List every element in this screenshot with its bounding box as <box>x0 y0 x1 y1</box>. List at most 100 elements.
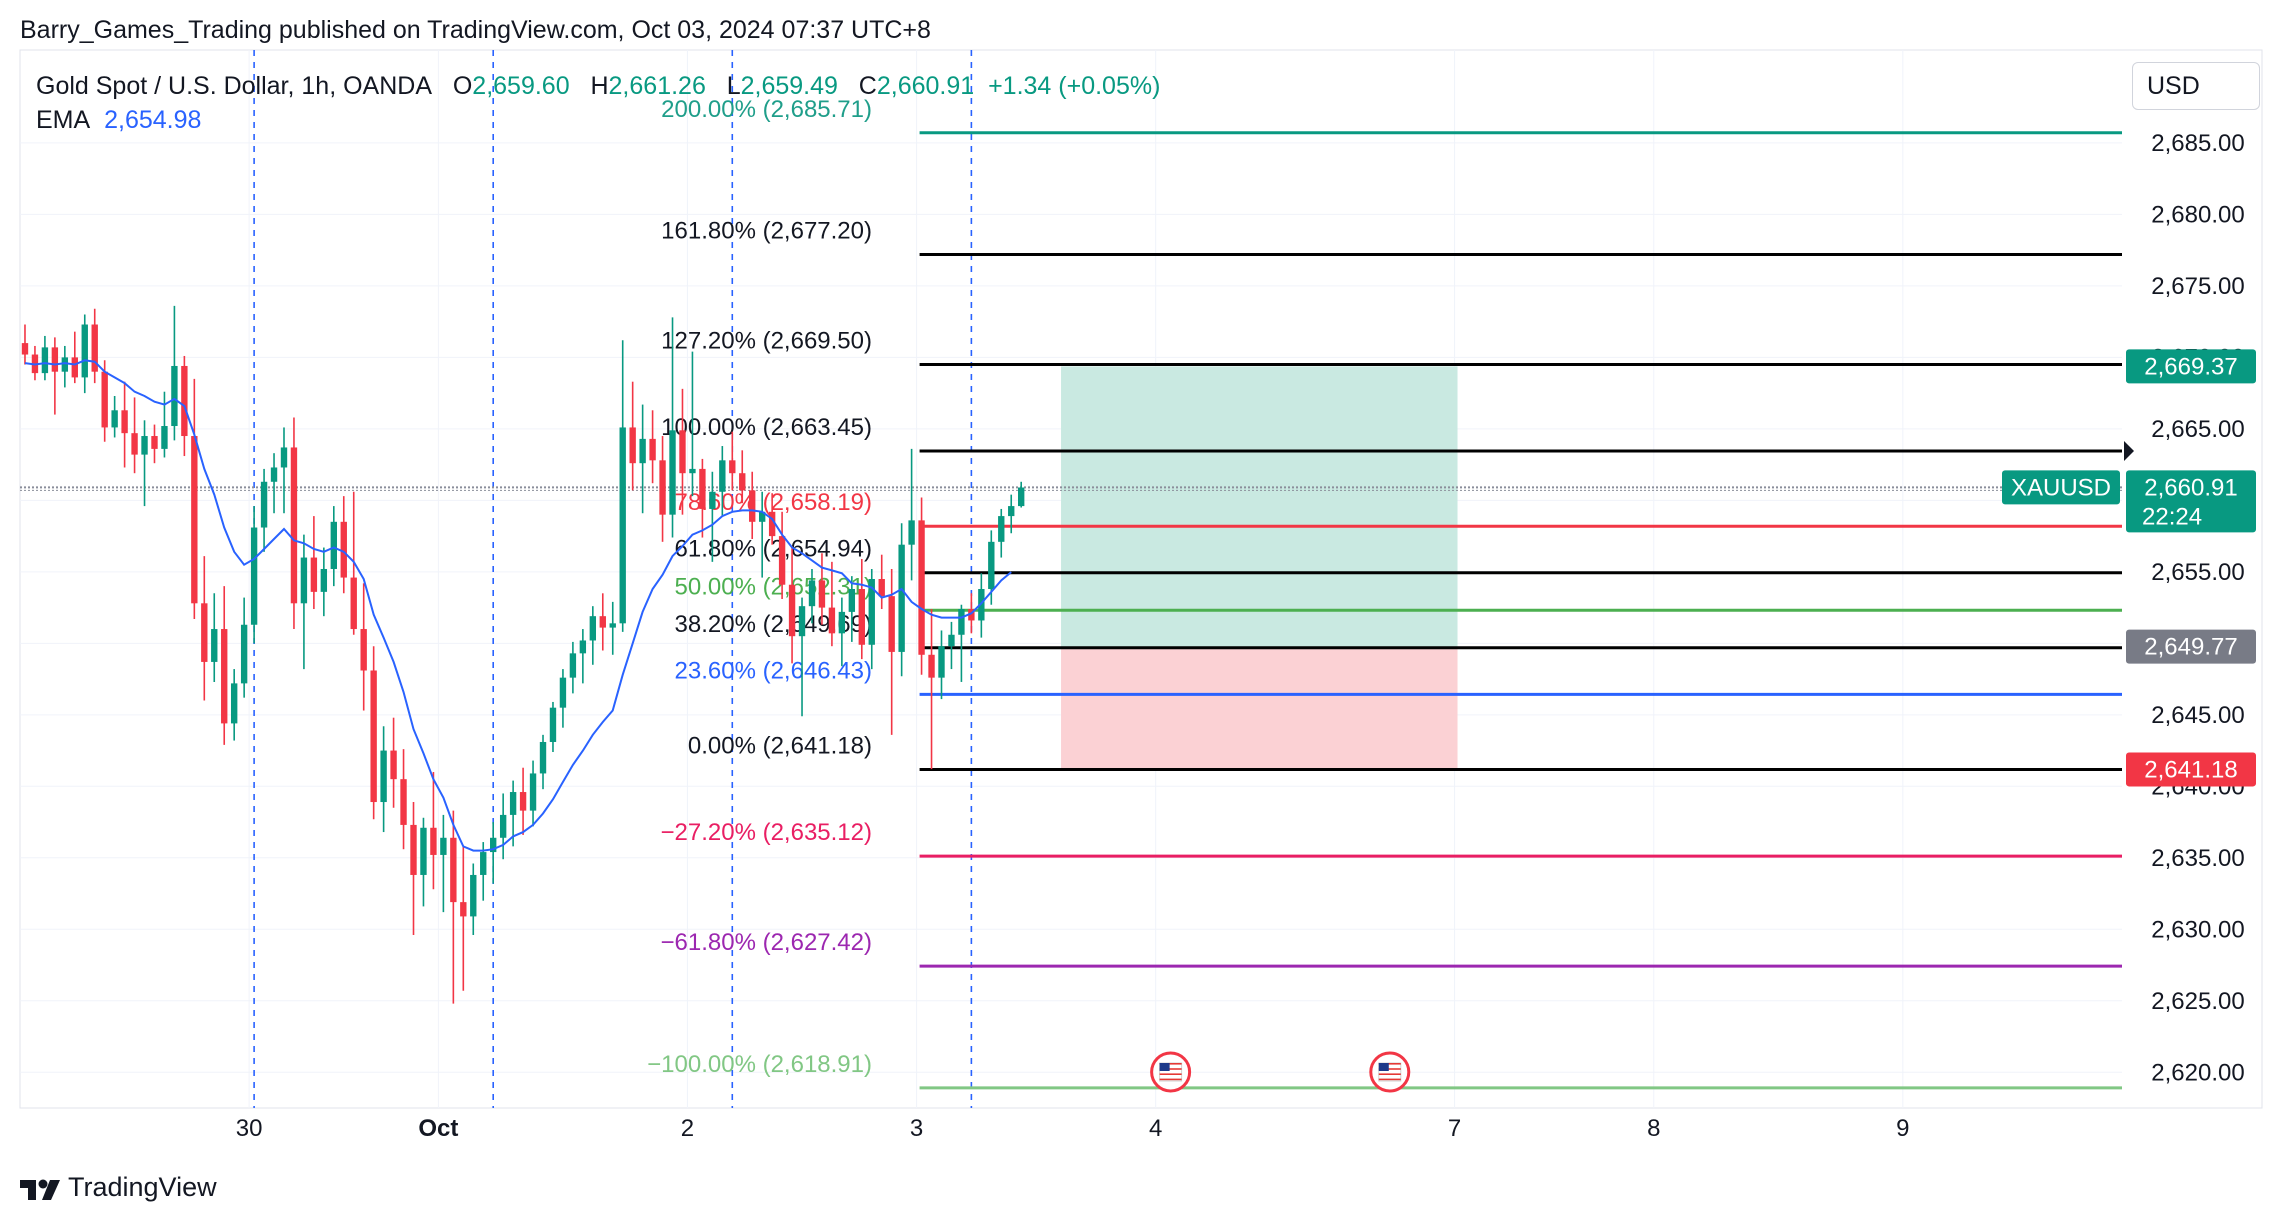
candle-body[interactable] <box>270 467 278 482</box>
candle-body[interactable] <box>739 473 746 491</box>
candle-body[interactable] <box>390 750 397 780</box>
candle-body[interactable] <box>201 603 208 662</box>
candle-body[interactable] <box>699 468 706 509</box>
candle-body[interactable] <box>549 707 557 742</box>
candle-body[interactable] <box>191 436 198 604</box>
candle-body[interactable] <box>848 589 856 612</box>
candle-body[interactable] <box>300 557 308 604</box>
candle-body[interactable] <box>649 438 656 461</box>
candle-body[interactable] <box>480 852 487 875</box>
candle-body[interactable] <box>420 827 427 875</box>
candle-body[interactable] <box>659 460 666 515</box>
candle-body[interactable] <box>709 491 716 509</box>
candle-body[interactable] <box>221 629 228 724</box>
candle-body[interactable] <box>151 436 158 449</box>
candle-body[interactable] <box>81 324 88 378</box>
candle-body[interactable] <box>559 677 567 708</box>
candle-body[interactable] <box>350 577 357 630</box>
candle-body[interactable] <box>260 481 268 528</box>
candle-body[interactable] <box>958 609 965 635</box>
long-position-loss-zone[interactable] <box>1061 646 1458 770</box>
candle-body[interactable] <box>171 365 178 427</box>
candle-body[interactable] <box>141 436 148 455</box>
candle-body[interactable] <box>978 589 985 621</box>
price-axis-label[interactable] <box>2126 752 2256 787</box>
candle-body[interactable] <box>818 580 826 608</box>
candle-body[interactable] <box>509 792 517 815</box>
candle-body[interactable] <box>410 824 417 875</box>
candle-body[interactable] <box>619 427 626 624</box>
candle-body[interactable] <box>360 629 367 671</box>
candle-body[interactable] <box>1008 506 1015 517</box>
price-axis-label[interactable] <box>2126 629 2256 664</box>
candle-body[interactable] <box>440 837 447 855</box>
currency-selector[interactable]: USD <box>2132 62 2260 110</box>
candle-body[interactable] <box>998 516 1005 542</box>
candle-body[interactable] <box>689 468 696 474</box>
candle-body[interactable] <box>639 438 646 464</box>
symbol-label-box[interactable] <box>2002 470 2120 505</box>
candle-body[interactable] <box>749 490 756 522</box>
candle-body[interactable] <box>181 365 188 437</box>
candle-body[interactable] <box>320 568 328 592</box>
candle-body[interactable] <box>858 589 865 645</box>
candle-body[interactable] <box>41 347 49 374</box>
candle-body[interactable] <box>499 814 507 838</box>
candle-body[interactable] <box>729 460 736 474</box>
candle-body[interactable] <box>948 634 955 647</box>
candle-body[interactable] <box>579 640 587 654</box>
candle-body[interactable] <box>490 837 497 853</box>
candle-body[interactable] <box>928 654 935 678</box>
candle-body[interactable] <box>211 629 218 662</box>
candle-body[interactable] <box>539 741 547 774</box>
candle-body[interactable] <box>370 670 377 803</box>
candle-body[interactable] <box>519 792 527 811</box>
candle-body[interactable] <box>21 343 29 355</box>
price-axis-label[interactable] <box>2126 349 2256 384</box>
candle-body[interactable] <box>230 683 238 724</box>
candle-body[interactable] <box>380 750 387 803</box>
candle-body[interactable] <box>719 460 726 492</box>
long-position-profit-zone[interactable] <box>1061 366 1458 647</box>
candle-body[interactable] <box>290 447 298 604</box>
candle-body[interactable] <box>878 579 885 597</box>
tradingview-logo-icon[interactable] <box>20 1178 60 1206</box>
current-price-box[interactable] <box>2126 470 2256 533</box>
candle-body[interactable] <box>61 357 69 372</box>
candle-body[interactable] <box>808 580 816 607</box>
candle-body[interactable] <box>589 616 597 641</box>
candle-body[interactable] <box>938 646 945 678</box>
candle-body[interactable] <box>888 596 895 652</box>
candle-body[interactable] <box>669 430 676 515</box>
symbol-label[interactable]: Gold Spot / U.S. Dollar, 1h, OANDA <box>36 72 432 100</box>
candle-body[interactable] <box>599 616 606 628</box>
candle-body[interactable] <box>280 447 288 468</box>
candle-body[interactable] <box>629 427 636 464</box>
candle-body[interactable] <box>470 874 477 917</box>
candle-body[interactable] <box>400 779 407 825</box>
candle-body[interactable] <box>101 371 108 428</box>
candle-body[interactable] <box>778 536 786 585</box>
candle-body[interactable] <box>71 357 78 378</box>
candle-body[interactable] <box>609 623 616 628</box>
candle-body[interactable] <box>798 606 806 637</box>
candle-body[interactable] <box>908 520 915 545</box>
candle-body[interactable] <box>968 609 975 621</box>
candle-body[interactable] <box>340 521 347 578</box>
candle-body[interactable] <box>250 527 258 625</box>
candle-body[interactable] <box>430 827 437 855</box>
candle-body[interactable] <box>460 902 467 917</box>
candle-body[interactable] <box>828 607 836 634</box>
candle-body[interactable] <box>310 557 318 592</box>
candle-body[interactable] <box>450 837 457 903</box>
candle-body[interactable] <box>758 511 766 522</box>
candle-body[interactable] <box>111 410 118 428</box>
candle-body[interactable] <box>868 579 875 645</box>
candle-body[interactable] <box>788 584 796 637</box>
candle-body[interactable] <box>569 653 577 678</box>
candle-body[interactable] <box>679 430 686 474</box>
candle-body[interactable] <box>529 773 537 811</box>
ema-legend[interactable]: EMA 2,654.98 <box>36 106 201 135</box>
candle-body[interactable] <box>131 433 138 455</box>
